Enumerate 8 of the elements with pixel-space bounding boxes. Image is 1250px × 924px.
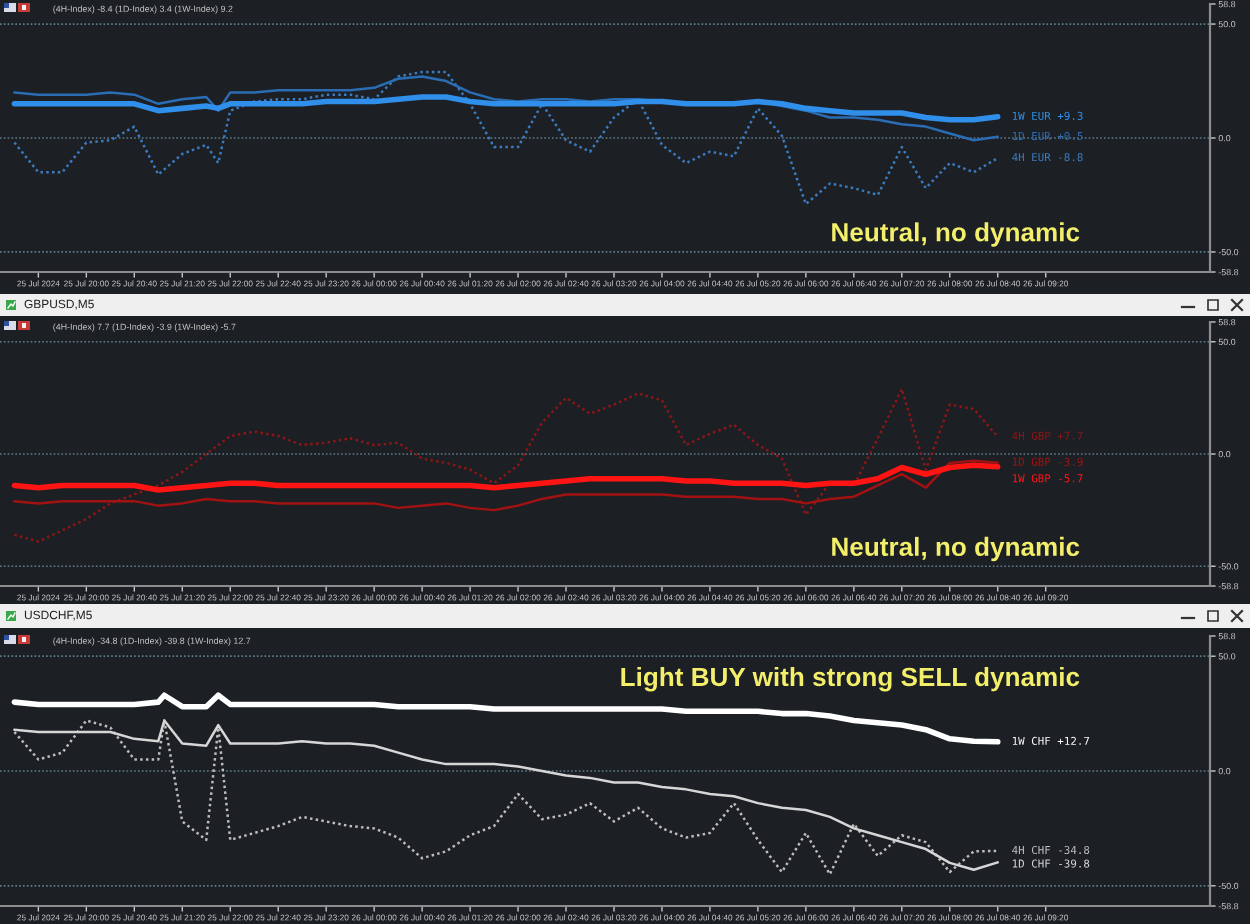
line-series xyxy=(13,70,999,206)
annotation: Light BUY with strong SELL dynamic xyxy=(621,666,1080,692)
annotation: Neutral, no dynamic xyxy=(832,536,1080,562)
line-series xyxy=(11,692,1001,745)
line-series xyxy=(11,94,1001,123)
line-series xyxy=(13,459,999,512)
annotation: Neutral, no dynamic xyxy=(832,222,1080,247)
line-series xyxy=(11,462,1001,493)
